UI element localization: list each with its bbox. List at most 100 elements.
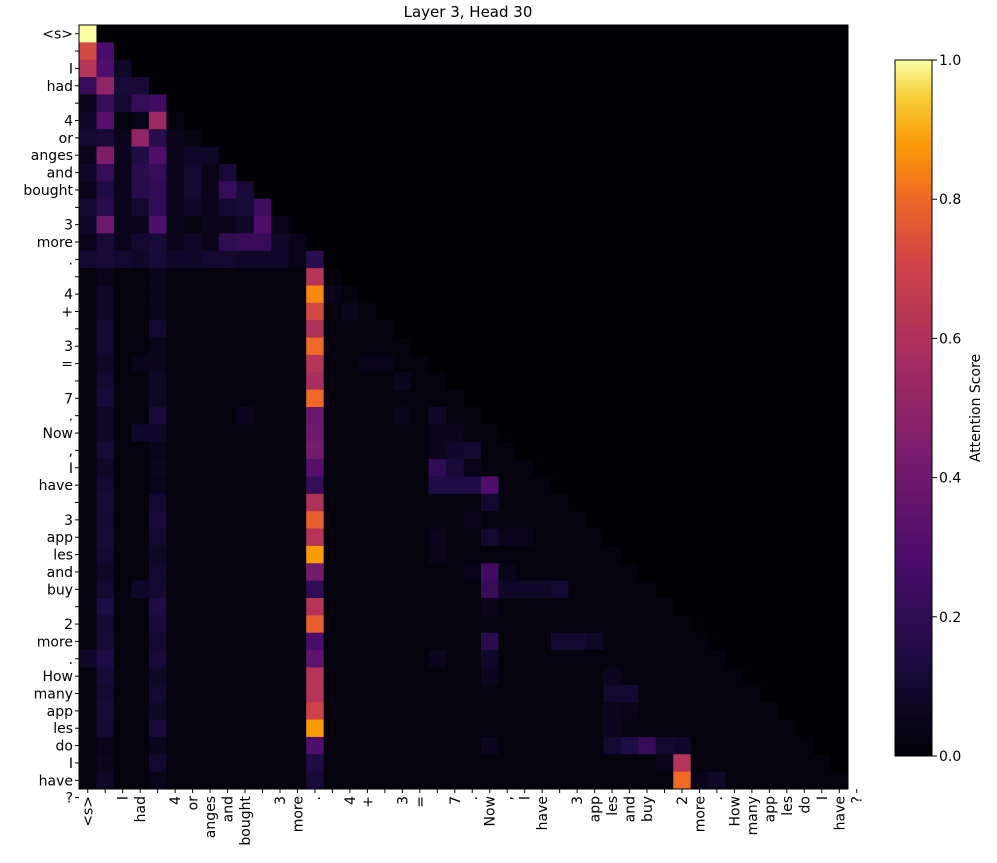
heatmap-cell [480, 563, 499, 581]
heatmap-cell [463, 493, 482, 512]
heatmap-cell [638, 528, 657, 547]
heatmap-cell [148, 181, 167, 199]
heatmap-cell [498, 268, 517, 286]
heatmap-cell [498, 216, 517, 234]
heatmap-cell [376, 650, 394, 668]
heatmap-cell [760, 702, 779, 720]
heatmap-cell [253, 129, 272, 147]
heatmap-cell [585, 111, 604, 130]
heatmap-cell [620, 181, 639, 199]
heatmap-cell [708, 59, 726, 78]
heatmap-cell [690, 459, 709, 477]
heatmap-cell [708, 181, 726, 199]
heatmap-cell [515, 198, 534, 217]
heatmap-cell [323, 233, 342, 252]
heatmap-cell [306, 233, 324, 252]
heatmap-cell [795, 354, 814, 373]
heatmap-cell [79, 528, 97, 547]
heatmap-cell [183, 476, 202, 495]
heatmap-cell [620, 25, 639, 43]
heatmap-cell [96, 476, 115, 495]
heatmap-cell [673, 216, 692, 234]
heatmap-cell [638, 268, 657, 286]
heatmap-cell [743, 146, 761, 165]
heatmap-cell [393, 320, 412, 338]
heatmap-cell [166, 302, 185, 321]
heatmap-cell [725, 181, 744, 199]
heatmap-cell [743, 285, 761, 304]
heatmap-cell [376, 493, 394, 512]
heatmap-cell [183, 94, 202, 113]
heatmap-cell [131, 545, 150, 564]
heatmap-cell [690, 493, 709, 512]
heatmap-cell [655, 59, 674, 78]
heatmap-cell [306, 354, 324, 373]
heatmap-cell [288, 684, 307, 703]
heatmap-cell [603, 580, 622, 599]
heatmap-cell [376, 354, 394, 373]
heatmap-cell [813, 372, 831, 390]
heatmap-cell [463, 198, 482, 217]
heatmap-cell [428, 233, 447, 252]
heatmap-cell [446, 493, 464, 512]
heatmap-cell [515, 493, 534, 512]
heatmap-cell [341, 216, 359, 234]
heatmap-cell [96, 372, 115, 390]
heatmap-cell [463, 25, 482, 43]
heatmap-cell [148, 354, 167, 373]
heatmap-cell [778, 754, 796, 772]
heatmap-cell [446, 163, 464, 182]
heatmap-cell [585, 372, 604, 390]
heatmap-cell [743, 667, 761, 686]
heatmap-cell [201, 302, 220, 321]
x-tick-label: = [413, 796, 429, 808]
heatmap-cell [743, 719, 761, 738]
heatmap-cell [148, 528, 167, 547]
heatmap-cell [760, 337, 779, 356]
heatmap-cell [253, 163, 272, 182]
heatmap-cell [96, 407, 115, 425]
heatmap-cell [253, 42, 272, 61]
heatmap-cell [795, 198, 814, 217]
heatmap-cell [236, 233, 255, 252]
heatmap-cell [778, 163, 796, 182]
heatmap-cell [341, 632, 359, 651]
heatmap-cell [428, 181, 447, 199]
heatmap-cell [515, 459, 534, 477]
heatmap-cell [813, 129, 831, 147]
heatmap-cell [550, 337, 569, 356]
x-tick-label: . [465, 796, 481, 800]
heatmap-cell [655, 632, 674, 651]
heatmap-cell [236, 424, 255, 443]
heatmap-cell [236, 754, 255, 772]
heatmap-cell [201, 441, 220, 460]
y-tick-label: les [53, 721, 73, 737]
heatmap-cell [673, 320, 692, 338]
heatmap-cell [655, 389, 674, 408]
heatmap-cell [708, 563, 726, 581]
y-tick-label: 4 [64, 287, 73, 303]
heatmap-cell [341, 77, 359, 95]
heatmap-cell [725, 372, 744, 390]
heatmap-cell [428, 302, 447, 321]
heatmap-cell [533, 250, 552, 269]
y-tick-label: How [42, 669, 73, 685]
heatmap-cell [673, 372, 692, 390]
heatmap-cell [603, 320, 622, 338]
heatmap-cell [96, 615, 115, 634]
heatmap-cell [131, 59, 150, 78]
heatmap-cell [201, 702, 220, 720]
heatmap-cell [498, 181, 517, 199]
heatmap-cell [358, 59, 377, 78]
heatmap-cell [131, 163, 150, 182]
heatmap-cell [271, 754, 290, 772]
heatmap-cell [306, 598, 324, 616]
heatmap-cell [96, 459, 115, 477]
heatmap-cell [638, 771, 657, 790]
heatmap-cell [148, 372, 167, 390]
heatmap-cell [323, 302, 342, 321]
heatmap-cell [183, 424, 202, 443]
heatmap-cell [550, 216, 569, 234]
heatmap-cell [585, 285, 604, 304]
heatmap-cell [813, 42, 831, 61]
